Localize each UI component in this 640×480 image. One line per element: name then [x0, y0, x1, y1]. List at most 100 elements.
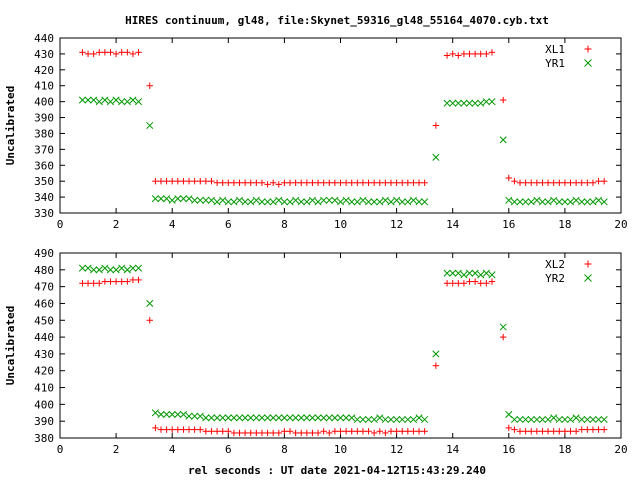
data-point — [561, 198, 569, 206]
data-point — [331, 414, 339, 422]
data-point — [449, 269, 457, 277]
data-point — [106, 98, 115, 106]
data-point — [342, 196, 350, 204]
y-axis-label: Uncalibrated — [4, 306, 17, 385]
data-point — [286, 428, 294, 435]
data-point — [96, 280, 103, 287]
data-point — [336, 414, 345, 422]
data-point — [230, 414, 238, 422]
data-point — [465, 269, 474, 277]
data-point — [118, 98, 126, 106]
data-point — [415, 414, 423, 422]
data-point — [134, 98, 143, 106]
data-point — [247, 198, 255, 206]
data-point — [572, 414, 580, 422]
data-point — [432, 350, 440, 358]
y-tick-label: 410 — [34, 80, 54, 93]
data-point — [393, 415, 401, 424]
data-point — [163, 177, 170, 185]
legend-marker-YR2 — [584, 274, 592, 282]
legend-marker-XL2 — [584, 260, 592, 268]
data-point — [365, 428, 372, 435]
data-point — [404, 428, 412, 435]
data-point — [449, 50, 456, 58]
series-XL1 — [79, 49, 608, 188]
data-point — [539, 428, 546, 435]
data-point — [477, 271, 485, 279]
x-tick-label: 6 — [225, 218, 232, 231]
data-point — [157, 410, 165, 419]
data-point — [247, 414, 255, 422]
data-point — [550, 428, 557, 435]
data-point — [522, 179, 529, 186]
data-point — [555, 415, 563, 424]
data-point — [538, 415, 547, 424]
data-point — [482, 98, 490, 106]
data-point — [202, 414, 210, 422]
data-point — [96, 49, 103, 56]
data-point — [522, 428, 529, 435]
data-point — [331, 179, 339, 186]
y-tick-label: 460 — [34, 297, 54, 310]
data-point — [522, 198, 530, 206]
data-point — [376, 414, 384, 422]
y-tick-label: 390 — [34, 112, 54, 125]
data-point — [197, 177, 204, 185]
data-point — [152, 424, 159, 432]
data-point — [112, 266, 120, 274]
data-point — [163, 410, 171, 419]
data-point — [399, 428, 406, 435]
data-point — [84, 96, 92, 104]
data-point — [336, 198, 345, 206]
data-point — [556, 179, 563, 186]
data-point — [235, 414, 244, 422]
data-point — [589, 179, 597, 186]
data-point — [454, 269, 462, 277]
data-point — [528, 428, 535, 435]
data-point — [533, 196, 541, 204]
data-point — [578, 198, 586, 206]
data-point — [129, 50, 137, 58]
data-point — [191, 196, 199, 204]
data-point — [583, 198, 591, 206]
data-point — [381, 415, 389, 424]
data-point — [455, 280, 462, 287]
x-tick-label: 4 — [169, 218, 176, 231]
data-point — [516, 179, 524, 186]
data-point — [118, 264, 126, 272]
data-point — [292, 179, 299, 186]
data-point — [572, 179, 580, 186]
data-point — [505, 196, 513, 204]
chart-panel-2: 380 390 400 410 420 430 440 450 460 470 480 490 0 2 4 6… — [4, 247, 628, 456]
data-point — [359, 179, 367, 186]
data-point — [79, 280, 86, 287]
data-point — [471, 278, 479, 285]
data-point — [202, 177, 210, 185]
data-point — [387, 198, 395, 206]
x-tick-label: 20 — [614, 218, 627, 231]
data-point — [197, 426, 204, 433]
data-point — [561, 415, 569, 424]
data-point — [101, 49, 109, 56]
data-point — [511, 177, 518, 185]
data-point — [298, 429, 305, 437]
data-point — [146, 317, 153, 324]
data-point — [556, 428, 563, 435]
data-point — [432, 362, 440, 369]
data-point — [207, 414, 216, 422]
y-tick-label: 420 — [34, 365, 54, 378]
data-point — [432, 153, 440, 161]
data-point — [583, 415, 591, 424]
data-point — [595, 177, 602, 185]
data-point — [191, 412, 199, 420]
data-point — [527, 198, 535, 206]
data-point — [404, 179, 412, 186]
data-point — [185, 177, 193, 185]
x-tick-label: 14 — [446, 443, 460, 456]
x-tick-label: 10 — [334, 218, 347, 231]
data-point — [292, 196, 300, 204]
data-point — [370, 198, 378, 206]
data-point — [264, 414, 272, 422]
data-point — [499, 96, 507, 104]
